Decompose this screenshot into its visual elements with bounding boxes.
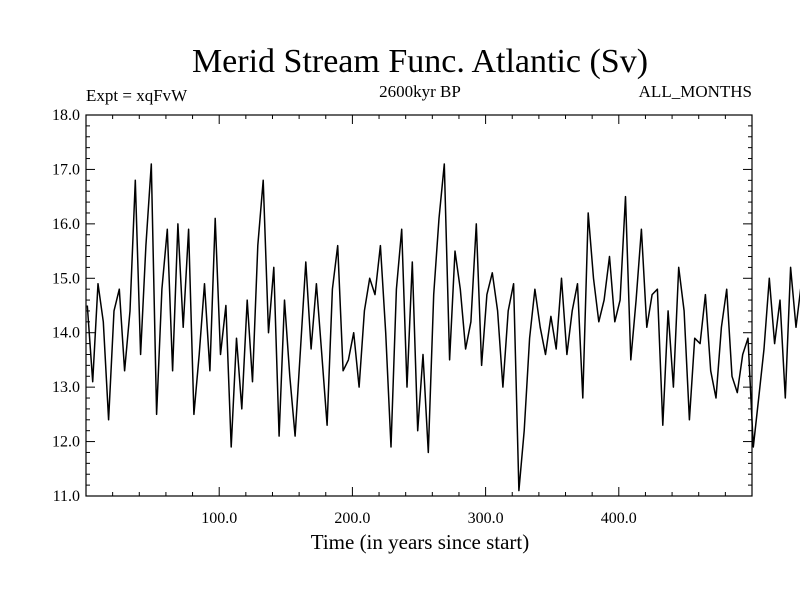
y-tick-label: 15.0 xyxy=(52,270,80,287)
y-tick-label: 11.0 xyxy=(53,488,80,505)
y-tick-label: 13.0 xyxy=(52,379,80,396)
y-tick-label: 16.0 xyxy=(52,216,80,233)
y-tick-label: 14.0 xyxy=(52,325,80,342)
x-axis-label: Time (in years since start) xyxy=(311,530,530,554)
months-label: ALL_MONTHS xyxy=(639,82,752,101)
experiment-label: Expt = xqFvW xyxy=(86,86,188,105)
period-label: 2600kyr BP xyxy=(379,82,461,101)
x-tick-label: 200.0 xyxy=(334,510,370,527)
chart-title: Merid Stream Func. Atlantic (Sv) xyxy=(192,43,648,80)
x-tick-label: 100.0 xyxy=(201,510,237,527)
axis-ticks xyxy=(86,114,752,497)
y-tick-label: 18.0 xyxy=(52,107,80,124)
y-tick-label: 17.0 xyxy=(52,161,80,178)
series-line xyxy=(86,163,800,492)
y-tick-label: 12.0 xyxy=(52,434,80,451)
x-tick-label: 400.0 xyxy=(601,510,637,527)
x-tick-label: 300.0 xyxy=(468,510,504,527)
plot-frame xyxy=(85,114,753,497)
x-tick-labels: 100.0 200.0 300.0 400.0 xyxy=(201,510,637,527)
y-tick-labels: 11.0 12.0 13.0 14.0 15.0 16.0 17.0 18.0 xyxy=(52,107,80,505)
